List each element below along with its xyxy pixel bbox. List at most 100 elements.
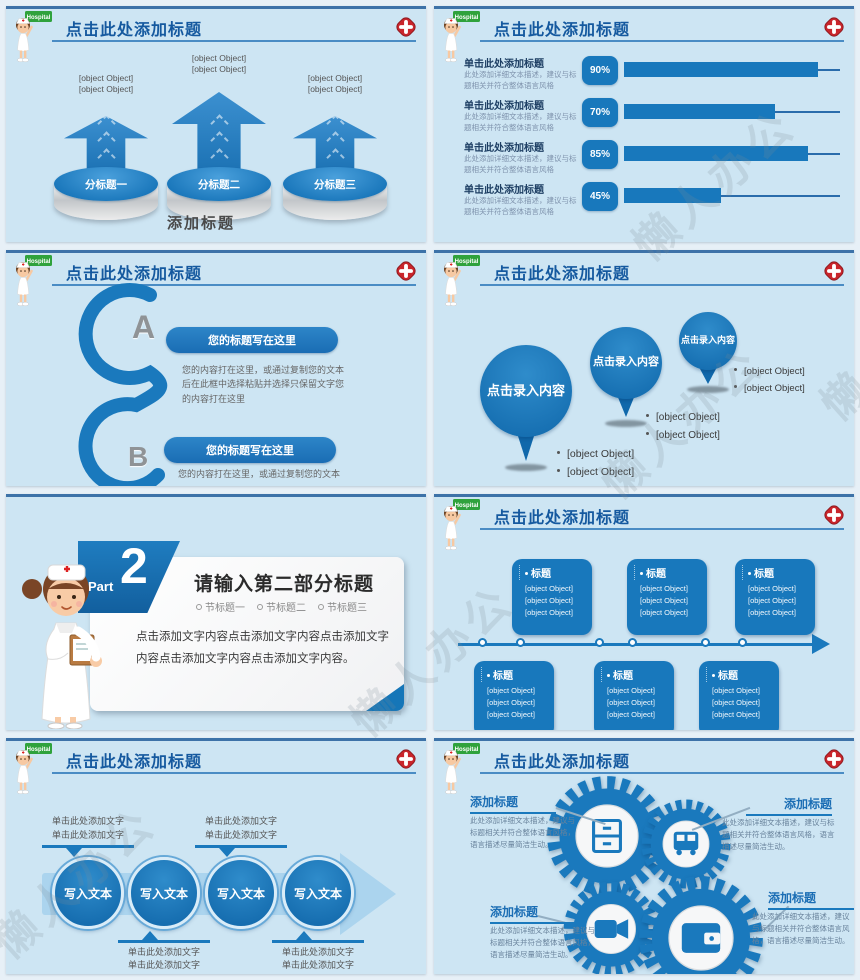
gear-shape: [545, 774, 669, 898]
row-heading: 单击此处添加标题: [464, 185, 544, 196]
nurse-mascot-logo: [442, 254, 482, 308]
hospital-cross-icon: [395, 260, 417, 282]
slide-1-arrows[interactable]: 点击此处添加标题 [object Object] [object Object] …: [6, 6, 426, 242]
title-underline: [480, 528, 844, 530]
percent-badge: 45%: [582, 182, 618, 211]
card-heading: 标题: [519, 565, 585, 580]
bar-graph: [624, 103, 840, 121]
hospital-cross-icon: [395, 748, 417, 770]
bullet-text: [object Object]: [646, 427, 720, 445]
bullet-text: [object Object]: [557, 445, 634, 463]
up-arrow-shape: [293, 116, 377, 172]
cylinder-base: 分标题一: [54, 167, 158, 231]
card-line: [object Object]: [640, 584, 688, 593]
part-heading: 请输入第二部分标题: [194, 574, 375, 595]
title-underline: [480, 772, 844, 774]
timeline-card: 标题 [object Object] [object Object] [object…: [474, 661, 554, 730]
slide-title: 点击此处添加标题: [66, 22, 203, 39]
subtitle-label: 分标题三: [283, 167, 387, 201]
card-line: [object Object]: [640, 608, 688, 617]
card-line: [object Object]: [487, 710, 535, 719]
section-subtitle: 节标题一: [196, 603, 245, 614]
card-line: [object Object]: [525, 596, 573, 605]
s-curve-shape: [78, 283, 168, 486]
step-callout: 单击此处添加文字 单击此处添加文字: [108, 931, 220, 973]
title-underline: [480, 284, 844, 286]
hospital-cross-icon: [395, 16, 417, 38]
slide-5-part-divider[interactable]: 请输入第二部分标题 节标题一 节标题二 节标题三 点击添加文字内容点击添加文字内容点…: [6, 494, 426, 730]
callout-pointer-icon: [219, 847, 235, 857]
process-step: 单击此处添加文字 单击此处添加文字 写入文本: [262, 775, 374, 974]
callout-line: 单击此处添加文字: [127, 960, 200, 970]
card-heading: 标题: [634, 565, 700, 580]
title-underline: [52, 772, 416, 774]
pin-label: 点击录入内容: [480, 345, 572, 437]
bar-fill: [624, 146, 808, 161]
hospital-cross-icon: [823, 260, 845, 282]
slide-8-gears[interactable]: 点击此处添加标题: [434, 738, 854, 974]
item-description: 此处添加详细文本描述，建议与标题相关并符合整体语言风格，语言描述尽量简洁生动。: [752, 912, 850, 945]
callout-rule: [42, 845, 134, 848]
item-heading: 添加标题: [470, 793, 556, 814]
stat-row: 单击此处添加标题 此处添加详细文本描述，建议与标题相关并符合整体语言风格 90%: [464, 55, 840, 97]
card-line: [object Object]: [712, 686, 760, 695]
part-body: 点击添加文字内容点击添加文字内容点击添加文字内容点击添加文字内容点击添加文字内容…: [136, 631, 389, 665]
item-description: 此处添加详细文本描述，建议与标题相关并符合整体语言风格，语言描述尽量简洁生动。: [470, 816, 575, 849]
timeline-card: 标题 [object Object] [object Object] [object…: [627, 559, 707, 635]
placeholder-text: [object Object]: [307, 73, 363, 83]
slide-4-pins[interactable]: 点击此处添加标题 点击录入内容 [object Object] [object O…: [434, 250, 854, 486]
card-heading: 标题: [601, 667, 667, 682]
card-line: [object Object]: [487, 686, 535, 695]
callout-rule: [272, 940, 364, 943]
title-underline: [52, 284, 416, 286]
card-line: [object Object]: [607, 710, 655, 719]
pin-shadow: [605, 420, 647, 427]
hospital-cross-icon: [823, 504, 845, 526]
subtitle-label: 分标题二: [167, 167, 271, 201]
nurse-mascot-logo: [442, 498, 482, 552]
step-callout: 单击此处添加文字 单击此处添加文字: [32, 815, 144, 857]
bar-fill: [624, 62, 819, 77]
bar-graph: [624, 145, 840, 163]
callout-pointer-icon: [66, 847, 82, 857]
callout-pointer-icon: [142, 931, 158, 940]
callout-line: 单击此处添加文字: [281, 946, 354, 957]
bar-graph: [624, 61, 840, 79]
step-circle: 写入文本: [282, 857, 354, 929]
title-underline: [480, 40, 844, 42]
callout-rule: [195, 845, 287, 848]
item-description: 此处添加详细文本描述，建议与标题相关并符合整体语言风格，语言描述尽量简洁生动。: [722, 818, 835, 851]
gear-shape: [562, 880, 660, 974]
callout-line: 单击此处添加文字: [51, 816, 124, 826]
arrow-column: [object Object] [object Object] 分标题一: [46, 49, 166, 234]
wallet-icon: [681, 923, 721, 953]
callout-line: 单击此处添加文字: [281, 960, 354, 970]
corner-fold: [366, 684, 404, 711]
letter-marker: A: [132, 309, 156, 345]
card-line: [object Object]: [748, 584, 796, 593]
item-heading: 添加标题: [746, 795, 832, 816]
pin-tail: [517, 433, 535, 461]
row-heading: 单击此处添加标题: [464, 143, 544, 154]
bar-graph: [624, 187, 840, 205]
timeline-arrowhead-icon: [812, 634, 830, 654]
item-heading: 添加标题: [490, 903, 576, 924]
bullet-text: [object Object]: [646, 409, 720, 427]
card-line: [object Object]: [748, 608, 796, 617]
slide-6-timeline[interactable]: 点击此处添加标题 标题 [object Object] [object Objec…: [434, 494, 854, 730]
timeline-node: [516, 638, 525, 647]
row-description: 此处添加详细文本描述，建议与标题相关并符合整体语言风格: [464, 154, 577, 175]
slide-7-process-arrow[interactable]: 点击此处添加标题 单击此处添加文字 单击此处添加文字 写入文本 单击此处添加文字…: [6, 738, 426, 974]
bullet-text: [object Object]: [557, 463, 634, 481]
slide-2-percent-bars[interactable]: 点击此处添加标题 单击此处添加标题 此处添加详细文本描述，建议与标题相关并符合整…: [434, 6, 854, 242]
step-circle: 写入文本: [205, 857, 277, 929]
slide-title: 点击此处添加标题: [494, 22, 631, 39]
arrow-column: [object Object] [object Object] 分标题三: [275, 49, 395, 234]
slide-3-ab-curve[interactable]: 点击此处添加标题 A B 您的标题写在这里 您的内容打在这里，或通过复制您的文本…: [6, 250, 426, 486]
chevron-up-icon: [325, 148, 345, 167]
callout-line: 单击此处添加文字: [204, 829, 277, 840]
percent-badge: 85%: [582, 140, 618, 169]
pin-tail: [699, 367, 717, 384]
row-heading: 单击此处添加标题: [464, 101, 544, 112]
timeline-node: [478, 638, 487, 647]
